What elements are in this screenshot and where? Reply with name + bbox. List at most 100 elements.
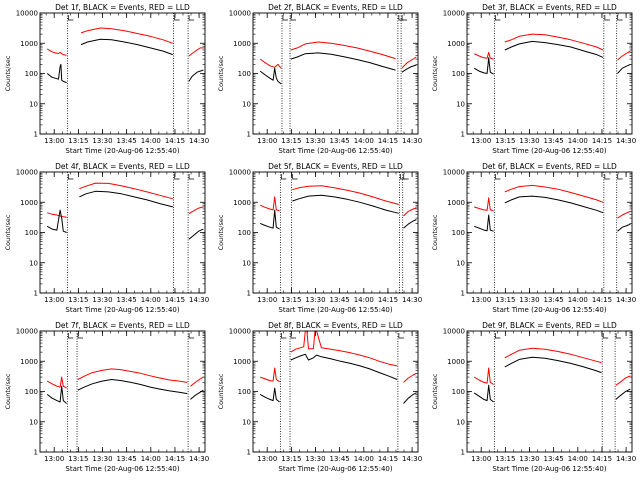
x-tick-label: 13:00 [471, 296, 491, 304]
x-tick-label: 13:30 [305, 296, 325, 304]
y-tick-label: 1000 [447, 40, 465, 48]
y-tick-label: 1 [34, 131, 38, 139]
y-tick-label: 1000 [20, 358, 38, 366]
detector-panel-5: Det 5f, BLACK = Events, RED = LLD Counts/… [217, 162, 422, 314]
x-tick-label: 13:15 [281, 296, 301, 304]
gap-corner-marker [604, 15, 610, 21]
lld-series-line [46, 48, 67, 56]
events-series-line [292, 194, 399, 214]
gap-corner-marker [281, 174, 287, 180]
events-series-line [260, 209, 280, 230]
y-tick-label: 1000 [447, 199, 465, 207]
x-tick-label: 14:30 [189, 455, 209, 463]
gap-corner-marker [495, 15, 501, 21]
x-tick-label: 13:00 [257, 455, 277, 463]
gap-corner-marker [604, 174, 610, 180]
x-tick-label: 13:45 [330, 137, 350, 145]
lld-series-line [474, 197, 494, 212]
x-axis-label: Start Time (20-Aug-06 12:55:40) [65, 465, 179, 473]
panel-title: Det 5f, BLACK = Events, RED = LLD [268, 162, 403, 171]
events-series-line [617, 223, 631, 232]
x-tick-label: 13:30 [519, 455, 539, 463]
lld-series-line [473, 367, 494, 385]
y-tick-label: 100 [452, 70, 465, 78]
plot-frame [466, 12, 633, 135]
gap-corner-marker [401, 15, 408, 21]
gap-corner-marker [281, 333, 287, 339]
x-tick-label: 14:00 [568, 137, 588, 145]
y-tick-label: 10 [456, 259, 465, 267]
x-tick-label: 14:30 [616, 137, 636, 145]
lld-series-line [290, 330, 398, 367]
gap-corner-marker [617, 174, 623, 180]
y-tick-label: 1 [34, 290, 38, 298]
x-tick-label: 14:00 [141, 455, 161, 463]
y-tick-label: 10000 [229, 10, 251, 18]
panel-title: Det 9f, BLACK = Events, RED = LLD [482, 321, 617, 330]
y-tick-label: 1 [247, 290, 251, 298]
x-axis-label: Start Time (20-Aug-06 12:55:40) [492, 147, 606, 155]
x-tick-label: 13:30 [92, 296, 112, 304]
x-axis-label: Start Time (20-Aug-06 12:55:40) [65, 306, 179, 314]
y-tick-label: 100 [25, 70, 38, 78]
events-series-line [259, 387, 280, 403]
gap-corner-marker [68, 174, 74, 180]
x-tick-label: 13:15 [495, 455, 515, 463]
lld-series-line [617, 50, 631, 61]
events-series-line [504, 195, 604, 214]
detector-panel-2: Det 2f, BLACK = Events, RED = LLD Counts/… [217, 3, 422, 155]
y-tick-label: 10000 [443, 328, 465, 336]
y-tick-label: 1 [461, 131, 465, 139]
events-series-line [473, 57, 494, 75]
gap-corner-marker [174, 15, 180, 21]
events-series-line [188, 228, 204, 240]
detector-panel-8: Det 8f, BLACK = Events, RED = LLD Counts/… [217, 321, 422, 473]
x-tick-label: 14:15 [165, 296, 185, 304]
y-tick-label: 100 [452, 388, 465, 396]
plot-frame [252, 171, 419, 294]
y-tick-label: 1000 [447, 358, 465, 366]
x-tick-label: 13:00 [471, 455, 491, 463]
lld-series-line [46, 376, 67, 389]
events-series-line [615, 388, 631, 400]
lld-series-line [188, 47, 204, 57]
lld-series-line [77, 368, 188, 383]
x-tick-label: 14:00 [568, 296, 588, 304]
detector-panel-6: Det 6f, BLACK = Events, RED = LLD Counts/… [431, 162, 636, 314]
lld-series-line [615, 375, 631, 386]
x-tick-label: 14:30 [616, 455, 636, 463]
plot-frame [252, 12, 419, 135]
events-series-line [46, 209, 67, 233]
events-series-line [188, 69, 204, 82]
x-tick-label: 13:30 [305, 137, 325, 145]
events-series-line [473, 384, 494, 403]
lld-series-line [260, 367, 280, 383]
y-axis-label: Counts/sec [217, 55, 225, 91]
lld-series-line [260, 196, 280, 212]
lld-series-line [290, 41, 396, 60]
gap-corner-marker [290, 333, 297, 339]
lld-series-line [403, 372, 417, 383]
events-series-line [77, 379, 188, 395]
x-tick-label: 14:15 [378, 455, 398, 463]
y-tick-label: 10 [456, 100, 465, 108]
y-tick-label: 1000 [233, 199, 251, 207]
events-series-line [474, 214, 494, 232]
detector-panel-1: Det 1f, BLACK = Events, RED = LLD Counts/… [4, 3, 209, 155]
x-tick-label: 13:00 [257, 137, 277, 145]
gap-corner-marker [77, 333, 84, 339]
y-tick-label: 1 [247, 131, 251, 139]
y-tick-label: 10 [242, 259, 251, 267]
lld-series-line [80, 27, 173, 44]
y-tick-label: 1 [247, 449, 251, 457]
events-series-line [290, 353, 398, 380]
panel-title: Det 3f, BLACK = Events, RED = LLD [482, 3, 617, 12]
x-tick-label: 14:15 [378, 296, 398, 304]
events-series-line [46, 63, 67, 84]
gap-corner-marker [68, 333, 74, 339]
events-series-line [259, 67, 282, 85]
y-axis-label: Counts/sec [431, 214, 439, 250]
lld-series-line [292, 185, 399, 205]
events-series-line [403, 219, 417, 229]
x-tick-label: 14:15 [165, 455, 185, 463]
